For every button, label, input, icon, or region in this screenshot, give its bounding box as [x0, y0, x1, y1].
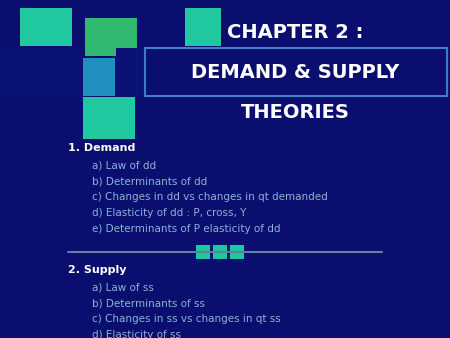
Text: 2. Supply: 2. Supply [68, 265, 126, 275]
Text: a) Law of dd: a) Law of dd [92, 160, 156, 170]
Bar [185, 8, 221, 46]
Bar [116, 48, 188, 96]
Text: d) Elasticity of dd : P, cross, Y: d) Elasticity of dd : P, cross, Y [92, 208, 247, 218]
Text: c) Changes in ss vs changes in qt ss: c) Changes in ss vs changes in qt ss [92, 314, 281, 324]
Text: CHAPTER 2 :: CHAPTER 2 : [227, 24, 363, 43]
Bar [83, 97, 135, 139]
Bar [83, 58, 115, 96]
Text: 1. Demand: 1. Demand [68, 143, 135, 153]
Text: d) Elasticity of ss: d) Elasticity of ss [92, 330, 181, 338]
Bar [230, 245, 244, 259]
Bar [85, 18, 137, 56]
Bar [145, 48, 447, 96]
Text: b) Determinants of ss: b) Determinants of ss [92, 298, 205, 308]
Text: THEORIES: THEORIES [241, 103, 350, 122]
Text: c) Changes in dd vs changes in qt demanded: c) Changes in dd vs changes in qt demand… [92, 192, 328, 202]
Text: a) Law of ss: a) Law of ss [92, 282, 154, 292]
Bar [0, 48, 82, 96]
Text: DEMAND & SUPPLY: DEMAND & SUPPLY [191, 63, 399, 81]
Bar [196, 245, 210, 259]
Text: e) Determinants of P elasticity of dd: e) Determinants of P elasticity of dd [92, 224, 280, 234]
Text: b) Determinants of dd: b) Determinants of dd [92, 176, 207, 186]
Bar [213, 245, 227, 259]
Bar [20, 8, 72, 46]
Bar [189, 48, 221, 96]
